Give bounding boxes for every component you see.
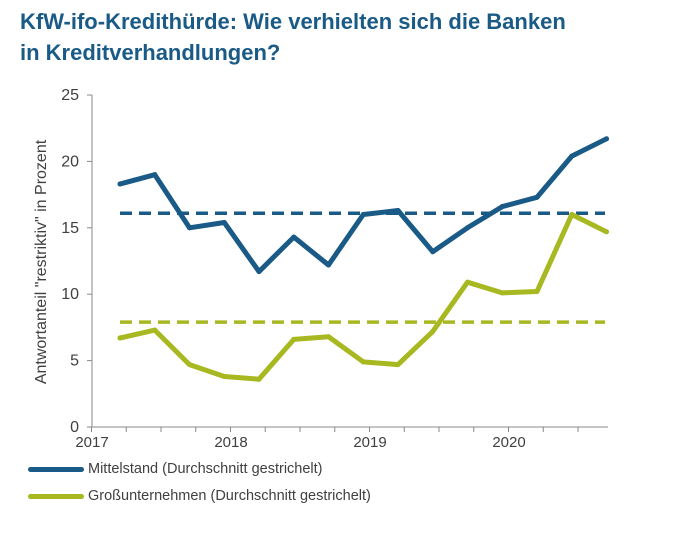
chart-title-line-1: KfW-ifo-Kredithürde: Wie verhielten sich… [20,9,566,34]
data-point-grossunternehmen [256,376,262,382]
y-tick-label: 10 [61,286,79,303]
data-point-mittelstand [430,249,436,255]
y-tick-label: 0 [70,419,79,436]
x-tick-label: 2019 [353,434,386,451]
chart-axes: 0 5 10 15 20 25 2017 2018 2019 2020 [61,87,608,451]
data-point-mittelstand [395,208,401,214]
data-point-mittelstand [221,219,227,225]
data-point-grossunternehmen [534,289,540,295]
data-point-grossunternehmen [465,279,470,285]
data-point-grossunternehmen [430,328,436,334]
average-lines [120,211,605,324]
data-point-grossunternehmen [395,362,401,368]
data-point-grossunternehmen [326,334,331,340]
y-axis-label: Antwortanteil "restriktiv" in Prozent [33,139,50,384]
series-line-mittelstand [117,136,609,275]
data-point-mittelstand [187,225,192,231]
data-point-grossunternehmen [117,335,123,341]
data-point-grossunternehmen [499,290,505,296]
y-tick-label: 15 [61,220,79,237]
legend-item-grossunternehmen: Großunternehmen (Durchschnitt gestrichel… [28,484,371,508]
x-tick-label: 2020 [492,434,525,451]
chart-title-line-2: in Kreditverhandlungen? [20,40,281,65]
y-tick-label: 25 [61,87,79,104]
data-point-mittelstand [499,204,505,210]
legend-item-mittelstand: Mittelstand (Durchschnitt gestrichelt) [28,457,323,481]
x-tick-label: 2018 [214,434,247,451]
data-point-grossunternehmen [152,327,158,333]
data-point-grossunternehmen [604,229,609,235]
series-line-grossunternehmen [117,212,609,382]
legend-label-grossunternehmen: Großunternehmen (Durchschnitt gestrichel… [88,488,371,504]
data-point-mittelstand [326,262,331,268]
data-point-mittelstand [291,234,297,240]
data-point-mittelstand [360,212,366,218]
data-point-mittelstand [604,136,609,142]
data-point-grossunternehmen [187,362,192,368]
y-tick-label: 5 [70,353,79,370]
data-point-mittelstand [569,153,575,159]
data-point-mittelstand [465,225,470,231]
chart-title: KfW-ifo-Kredithürde: Wie verhielten sich… [20,6,690,68]
data-point-mittelstand [117,181,123,187]
data-point-mittelstand [256,269,262,275]
data-point-mittelstand [152,172,158,178]
legend-swatch-mittelstand [28,466,84,472]
data-point-grossunternehmen [291,336,297,342]
data-point-mittelstand [534,194,540,200]
legend-label-mittelstand: Mittelstand (Durchschnitt gestrichelt) [88,461,323,477]
data-point-grossunternehmen [221,374,227,380]
y-tick-label: 20 [61,153,79,170]
data-point-grossunternehmen [360,359,366,365]
data-point-grossunternehmen [569,212,575,218]
legend-swatch-grossunternehmen [28,493,84,499]
x-tick-label: 2017 [75,434,108,451]
series-lines [117,136,609,382]
